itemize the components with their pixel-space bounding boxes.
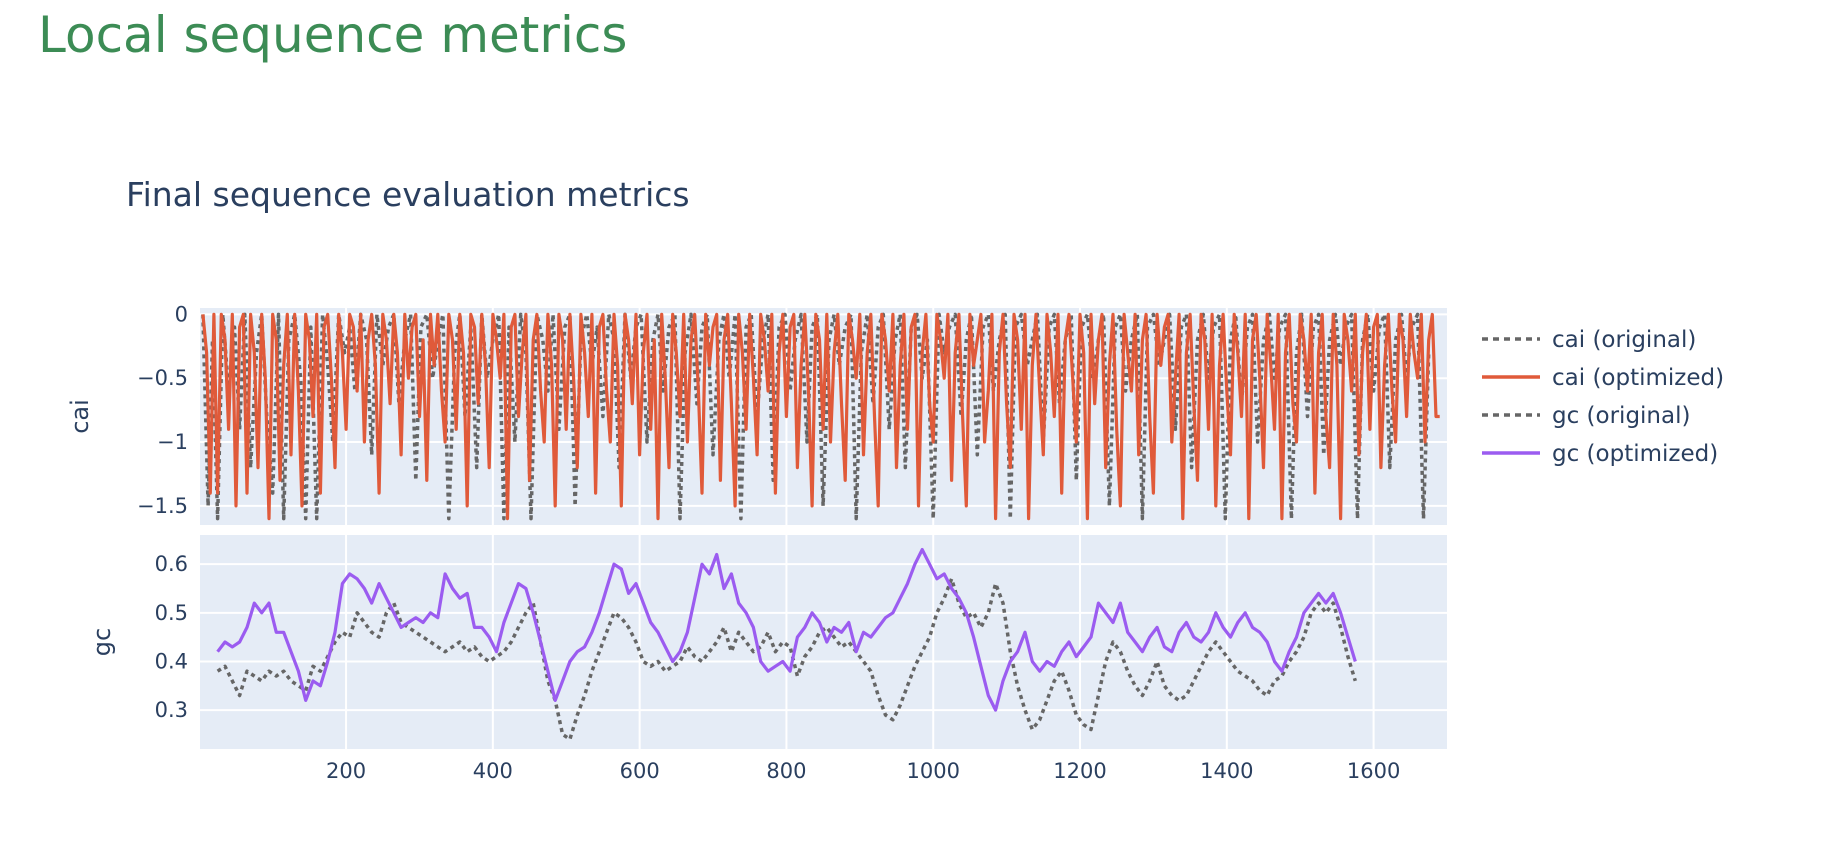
legend[interactable]: cai (original) cai (optimized) gc (origina… <box>1482 327 1724 467</box>
y-tick-label: 0.6 <box>155 552 188 576</box>
legend-item[interactable]: gc (optimized) <box>1482 441 1718 467</box>
cai-axis-title: cai <box>66 399 94 434</box>
series-line-gc-original <box>216 577 1357 742</box>
x-tick-label: 1200 <box>1053 759 1106 783</box>
y-tick-label: −1 <box>157 430 188 454</box>
series-line-gc-optimized <box>216 548 1357 712</box>
x-tick-label: 1400 <box>1200 759 1253 783</box>
chart-title: Final sequence evaluation metrics <box>126 175 690 214</box>
y-tick-label: −0.5 <box>137 366 188 390</box>
x-tick-label: 200 <box>326 759 366 783</box>
series-line-cai-optimized <box>201 312 1440 521</box>
legend-label: gc (optimized) <box>1552 441 1718 467</box>
legend-label: gc (original) <box>1552 403 1690 429</box>
x-tick-label: 600 <box>620 759 660 783</box>
gc-axis-title: gc <box>88 628 116 656</box>
y-tick-label: 0 <box>175 302 188 326</box>
x-tick-label: 1000 <box>907 759 960 783</box>
gc-plot-area <box>200 535 1447 749</box>
y-tick-label: −1.5 <box>137 494 188 518</box>
legend-item[interactable]: cai (original) <box>1482 327 1696 353</box>
x-tick-label: 1600 <box>1347 759 1400 783</box>
x-tick-label: 800 <box>766 759 806 783</box>
legend-item[interactable]: cai (optimized) <box>1482 365 1724 391</box>
x-tick-label: 400 <box>473 759 513 783</box>
y-tick-label: 0.4 <box>155 649 188 673</box>
legend-label: cai (original) <box>1552 327 1696 353</box>
series-layer <box>201 312 1440 742</box>
page-title: Local sequence metrics <box>38 6 628 64</box>
ticks-layer: 0 −0.5 −1 −1.5 0.3 0.4 0.5 0.6 200 400 600 800 1000 1… <box>137 302 1400 783</box>
legend-item[interactable]: gc (original) <box>1482 403 1690 429</box>
legend-label: cai (optimized) <box>1552 365 1724 391</box>
y-tick-label: 0.3 <box>155 698 188 722</box>
y-tick-label: 0.5 <box>155 601 188 625</box>
